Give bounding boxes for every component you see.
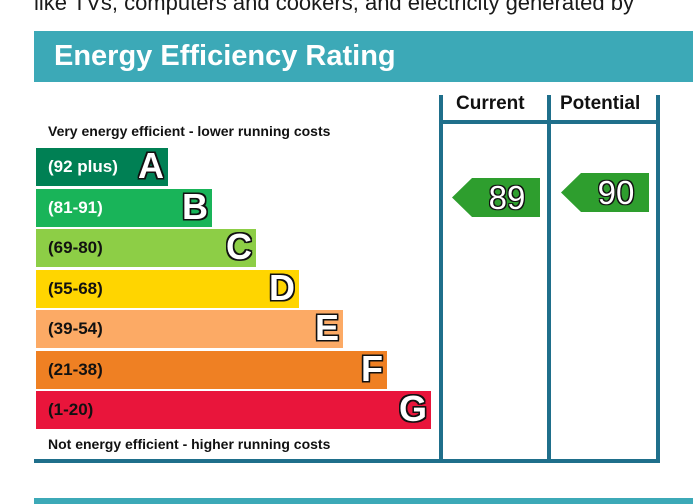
rating-band-g: (1-20) G <box>36 388 431 429</box>
band-range-label: (55-68) <box>48 279 103 298</box>
band-letter: C <box>226 226 252 267</box>
current-arrow-shape <box>452 178 540 217</box>
band-range-label: (69-80) <box>48 238 103 257</box>
band-letter: B <box>182 186 208 227</box>
caption-very-efficient: Very energy efficient - lower running co… <box>48 123 331 139</box>
potential-arrow-shape <box>561 173 649 212</box>
frame-bottom-line <box>34 459 660 463</box>
intro-text: like TVs, computers and cookers, and ele… <box>34 0 635 15</box>
header-current: Current <box>456 93 525 114</box>
band-letter: E <box>314 307 339 348</box>
caption-not-efficient: Not energy efficient - higher running co… <box>48 436 331 452</box>
band-range-label: (92 plus) <box>48 157 118 176</box>
current-rating-value: 89 <box>488 179 526 216</box>
current-rating-arrow: 89 <box>452 178 540 217</box>
potential-rating-value: 90 <box>597 174 635 211</box>
rating-band-f: (21-38) F <box>36 348 387 389</box>
band-letter: G <box>398 388 427 429</box>
header-potential: Potential <box>560 93 641 114</box>
rating-band-a: (92 plus) A <box>36 145 168 186</box>
potential-rating-arrow: 90 <box>561 173 649 212</box>
rating-band-e: (39-54) E <box>36 307 343 348</box>
band-letter: F <box>361 348 383 389</box>
band-range-label: (81-91) <box>48 198 103 217</box>
bottom-bar <box>34 498 693 504</box>
title-bar: Energy Efficiency Rating <box>34 31 693 82</box>
rating-band-d: (55-68) D <box>36 267 299 308</box>
header-underline <box>439 120 660 124</box>
rating-band-b: (81-91) B <box>36 186 212 227</box>
band-range-label: (21-38) <box>48 360 103 379</box>
band-letter: D <box>269 267 295 308</box>
band-range-label: (39-54) <box>48 319 103 338</box>
page-title: Energy Efficiency Rating <box>54 40 396 72</box>
frame-right-divider <box>656 95 660 463</box>
rating-band-c: (69-80) C <box>36 226 256 267</box>
frame-left-divider <box>439 95 443 463</box>
band-range-label: (1-20) <box>48 400 94 419</box>
frame-middle-divider <box>547 95 551 463</box>
band-letter: A <box>138 145 164 186</box>
